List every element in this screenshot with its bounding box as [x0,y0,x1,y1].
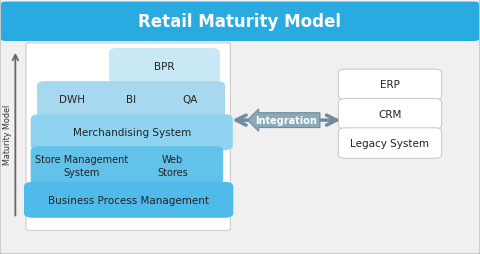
FancyBboxPatch shape [338,99,442,130]
FancyBboxPatch shape [24,182,233,218]
FancyBboxPatch shape [338,128,442,159]
Text: Store Management
System: Store Management System [35,155,128,177]
Text: Retail Maturity Model: Retail Maturity Model [139,13,341,31]
Text: DWH: DWH [59,95,85,105]
Text: Maturity Model: Maturity Model [3,105,12,165]
Text: BPR: BPR [154,62,175,72]
FancyBboxPatch shape [109,49,220,85]
Text: Business Process Management: Business Process Management [48,195,209,205]
FancyBboxPatch shape [37,82,107,118]
Text: QA: QA [182,95,198,105]
Text: Merchandising System: Merchandising System [72,128,191,138]
FancyBboxPatch shape [155,82,225,118]
FancyBboxPatch shape [26,44,230,231]
FancyBboxPatch shape [122,147,223,185]
FancyBboxPatch shape [31,147,132,185]
Text: ERP: ERP [380,80,400,90]
Text: CRM: CRM [378,109,402,119]
FancyBboxPatch shape [1,3,479,42]
FancyBboxPatch shape [96,82,166,118]
Text: BI: BI [126,95,136,105]
Text: Legacy System: Legacy System [350,138,430,149]
Text: Web
Stores: Web Stores [157,155,188,177]
FancyBboxPatch shape [31,115,233,151]
Text: Integration: Integration [256,116,317,126]
FancyBboxPatch shape [338,70,442,100]
